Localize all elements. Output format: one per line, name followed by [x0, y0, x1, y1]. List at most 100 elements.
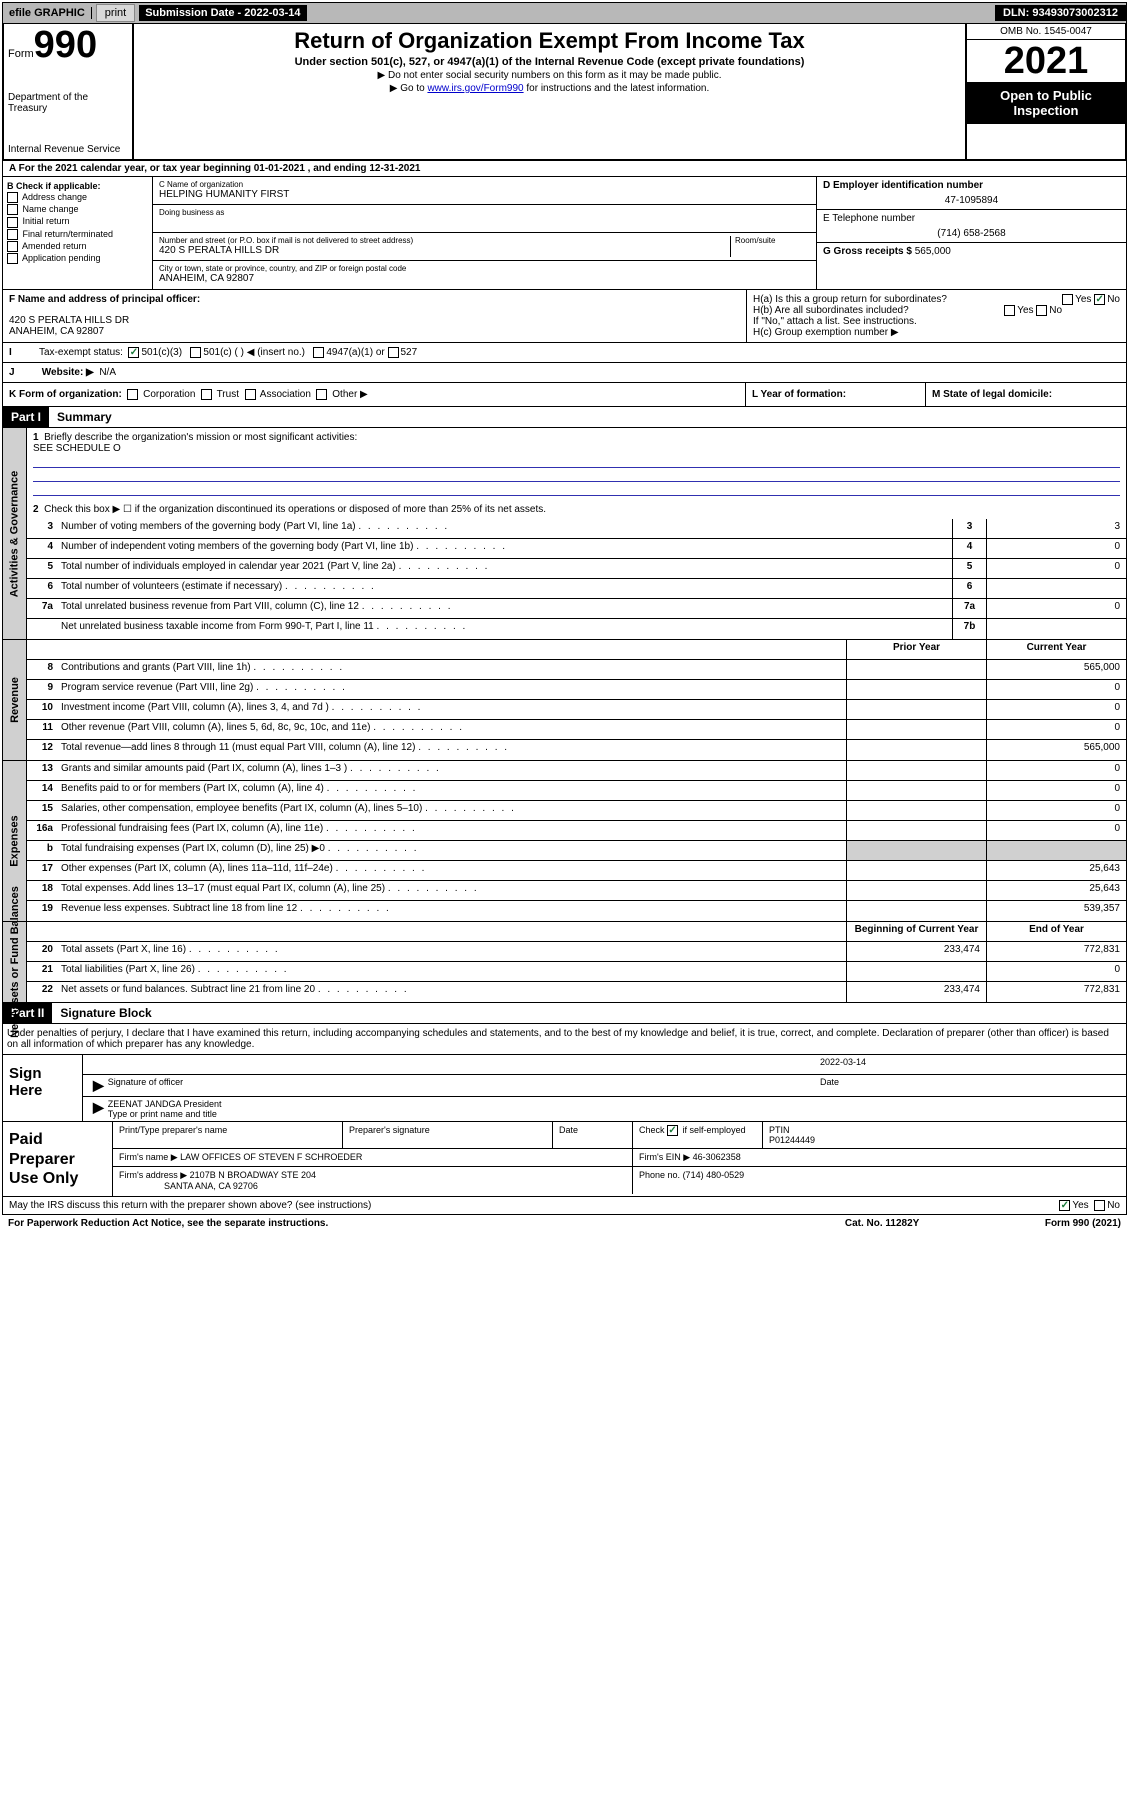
data-line: 13 Grants and similar amounts paid (Part… — [27, 761, 1126, 781]
tab-governance: Activities & Governance — [3, 428, 27, 639]
declaration: Under penalties of perjury, I declare th… — [2, 1024, 1127, 1055]
prep-h3: Date — [553, 1122, 633, 1148]
section-governance: Activities & Governance 1 Briefly descri… — [2, 428, 1127, 640]
b-label: B Check if applicable: — [7, 181, 148, 191]
f-addr2: ANAHEIM, CA 92807 — [9, 326, 740, 337]
note-pre: ▶ Go to — [390, 83, 428, 94]
hb-yes-check[interactable] — [1004, 305, 1015, 316]
tel-label: E Telephone number — [823, 213, 1120, 224]
data-line: 11 Other revenue (Part VIII, column (A),… — [27, 720, 1126, 740]
col-h: H(a) Is this a group return for subordin… — [746, 290, 1126, 342]
no-lbl: No — [1107, 294, 1120, 305]
prep-h4: Check ✓ if self-employed — [633, 1122, 763, 1148]
firm-addr2: SANTA ANA, CA 92706 — [164, 1181, 258, 1191]
section-revenue: Revenue Prior Year Current Year 8 Contri… — [2, 640, 1127, 761]
part1-title: Summary — [49, 407, 120, 427]
date-line: 2022-03-14 — [83, 1055, 1126, 1075]
open-public: Open to Public Inspection — [967, 82, 1125, 124]
rule-line — [33, 468, 1120, 482]
print-button[interactable]: print — [96, 4, 135, 22]
b-option: Application pending — [7, 253, 148, 264]
header-mid: Return of Organization Exempt From Incom… — [134, 24, 965, 159]
street-addr: 420 S PERALTA HILLS DR — [159, 245, 730, 256]
ha-no-check[interactable]: ✓ — [1094, 294, 1105, 305]
note-ssn: ▶ Do not enter social security numbers o… — [138, 70, 961, 81]
form-title: Return of Organization Exempt From Incom… — [138, 28, 961, 54]
data-line: 6 Total number of volunteers (estimate i… — [27, 579, 1126, 599]
discuss-row: May the IRS discuss this return with the… — [2, 1197, 1127, 1215]
j-label: Website: ▶ — [42, 367, 94, 378]
firm-name: LAW OFFICES OF STEVEN F SCHROEDER — [180, 1152, 362, 1162]
i-4947-check[interactable] — [313, 347, 324, 358]
arrow-icon: ▶ — [89, 1077, 108, 1094]
i-527-check[interactable] — [388, 347, 399, 358]
blank — [27, 640, 57, 659]
b-check[interactable] — [7, 241, 18, 252]
addr-row: Number and street (or P.O. box if mail i… — [153, 233, 816, 261]
mission-block: 1 Briefly describe the organization's mi… — [27, 428, 1126, 519]
i-501c-check[interactable] — [190, 347, 201, 358]
row-klm: K Form of organization: Corporation Trus… — [2, 383, 1127, 407]
footer-final: For Paperwork Reduction Act Notice, see … — [2, 1215, 1127, 1232]
blank — [57, 640, 846, 659]
col-k: K Form of organization: Corporation Trus… — [3, 383, 746, 406]
header-left: Form990 Department of the Treasury Inter… — [4, 24, 134, 159]
k-other-check[interactable] — [316, 389, 327, 400]
prep-h2: Preparer's signature — [343, 1122, 553, 1148]
data-line: 14 Benefits paid to or for members (Part… — [27, 781, 1126, 801]
city-label: City or town, state or province, country… — [159, 264, 810, 273]
room-label: Room/suite — [735, 236, 810, 245]
pra-notice: For Paperwork Reduction Act Notice, see … — [8, 1218, 845, 1229]
irs-link[interactable]: www.irs.gov/Form990 — [427, 83, 523, 94]
prep-h1: Print/Type preparer's name — [113, 1122, 343, 1148]
i-label: Tax-exempt status: — [39, 347, 123, 358]
hb-no-check[interactable] — [1036, 305, 1047, 316]
tel-row: E Telephone number (714) 658-2568 — [817, 210, 1126, 243]
self-emp-check[interactable]: ✓ — [667, 1125, 678, 1136]
preparer-label: Paid Preparer Use Only — [3, 1122, 113, 1196]
beg-year-hdr: Beginning of Current Year — [846, 922, 986, 941]
b-check[interactable] — [7, 192, 18, 203]
org-name-row: C Name of organization HELPING HUMANITY … — [153, 177, 816, 205]
dba-row: Doing business as — [153, 205, 816, 233]
k-corp-check[interactable] — [127, 389, 138, 400]
firm-name-row: Firm's name ▶ LAW OFFICES OF STEVEN F SC… — [113, 1149, 1126, 1167]
col-d: D Employer identification number 47-1095… — [816, 177, 1126, 289]
tel-val: (714) 658-2568 — [823, 228, 1120, 239]
b-check[interactable] — [7, 204, 18, 215]
discuss-yes-check[interactable]: ✓ — [1059, 1200, 1070, 1211]
ha-label: H(a) Is this a group return for subordin… — [753, 294, 947, 305]
sign-here-row: Sign Here 2022-03-14 ▶ Signature of offi… — [2, 1055, 1127, 1122]
data-line: 20 Total assets (Part X, line 16) 233,47… — [27, 942, 1126, 962]
i-501c3-check[interactable]: ✓ — [128, 347, 139, 358]
k-assoc-check[interactable] — [245, 389, 256, 400]
k-trust-check[interactable] — [201, 389, 212, 400]
ha-yes-check[interactable] — [1062, 294, 1073, 305]
rev-header-row: Prior Year Current Year — [27, 640, 1126, 660]
data-line: 3 Number of voting members of the govern… — [27, 519, 1126, 539]
section-netassets: Net Assets or Fund Balances Beginning of… — [2, 922, 1127, 1003]
officer-name-line: ▶ ZEENAT JANDGA President Type or print … — [83, 1097, 1126, 1121]
col-c: C Name of organization HELPING HUMANITY … — [153, 177, 816, 289]
k-label: K Form of organization: — [9, 389, 122, 400]
name-label: C Name of organization — [159, 180, 810, 189]
firm-ein: 46-3062358 — [693, 1152, 741, 1162]
data-line: 17 Other expenses (Part IX, column (A), … — [27, 861, 1126, 881]
b-check[interactable] — [7, 217, 18, 228]
data-line: 16a Professional fundraising fees (Part … — [27, 821, 1126, 841]
b-check[interactable] — [7, 229, 18, 240]
gross-row: G Gross receipts $ 565,000 — [817, 243, 1126, 271]
hb-row: H(b) Are all subordinates included? Yes … — [753, 305, 1120, 316]
submission-date: Submission Date - 2022-03-14 — [139, 5, 306, 21]
col-l: L Year of formation: — [746, 383, 926, 406]
prior-year-hdr: Prior Year — [846, 640, 986, 659]
data-line: 21 Total liabilities (Part X, line 26) 0 — [27, 962, 1126, 982]
hb-note: If "No," attach a list. See instructions… — [753, 316, 1120, 327]
l1-text: Briefly describe the organization's miss… — [44, 432, 357, 443]
b-check[interactable] — [7, 253, 18, 264]
top-bar: efile GRAPHIC print Submission Date - 20… — [2, 2, 1127, 24]
tab-revenue: Revenue — [3, 640, 27, 760]
website-val: N/A — [99, 367, 116, 378]
city-row: City or town, state or province, country… — [153, 261, 816, 289]
discuss-no-check[interactable] — [1094, 1200, 1105, 1211]
